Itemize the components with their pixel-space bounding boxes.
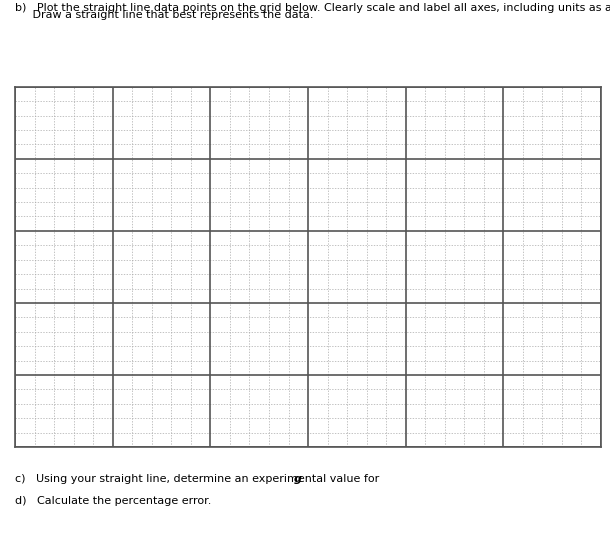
Text: b)   Plot the straight line data points on the grid below. Clearly scale and lab: b) Plot the straight line data points on… xyxy=(15,3,610,13)
Text: c)   Using your straight line, determine an experimental value for: c) Using your straight line, determine a… xyxy=(15,474,383,483)
Text: g: g xyxy=(294,474,302,483)
Text: Draw a straight line that best represents the data.: Draw a straight line that best represent… xyxy=(15,10,314,21)
Text: d)   Calculate the percentage error.: d) Calculate the percentage error. xyxy=(15,496,212,506)
Text: .: . xyxy=(299,474,303,483)
